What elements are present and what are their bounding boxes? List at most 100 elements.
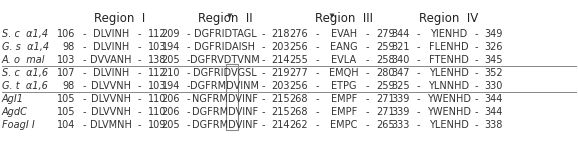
Text: -: -	[137, 94, 141, 104]
Text: Region  I: Region I	[94, 12, 146, 25]
Text: -: -	[137, 81, 141, 91]
Text: 112: 112	[148, 29, 166, 39]
Text: -: -	[315, 42, 318, 52]
Text: 104: 104	[57, 120, 75, 130]
Text: 255: 255	[289, 55, 308, 65]
Text: DGFRIDAISH: DGFRIDAISH	[195, 42, 255, 52]
Text: DLVVNH: DLVVNH	[91, 81, 131, 91]
Text: ETPG: ETPG	[331, 81, 357, 91]
Text: -: -	[416, 42, 420, 52]
Text: 262: 262	[290, 120, 308, 130]
Text: -: -	[186, 55, 190, 65]
Text: 256: 256	[290, 81, 308, 91]
Text: -: -	[315, 81, 318, 91]
Text: -: -	[82, 68, 86, 78]
Text: -: -	[261, 107, 265, 117]
Text: 106: 106	[57, 29, 75, 39]
Text: -: -	[475, 120, 478, 130]
Text: -: -	[315, 29, 318, 39]
Text: DLVINH: DLVINH	[93, 29, 129, 39]
Text: Region  IV: Region IV	[420, 12, 479, 25]
Text: -: -	[475, 94, 478, 104]
Text: 339: 339	[392, 107, 410, 117]
Text: YLNNHD: YLNNHD	[428, 81, 469, 91]
Text: 206: 206	[161, 94, 180, 104]
Text: 206: 206	[161, 107, 180, 117]
Text: 215: 215	[271, 107, 290, 117]
Text: -: -	[475, 55, 478, 65]
Text: 215: 215	[271, 94, 290, 104]
Text: FoagI I: FoagI I	[2, 120, 35, 130]
Bar	[226, 64, 238, 130]
Text: 277: 277	[289, 68, 308, 78]
Text: 98: 98	[63, 42, 75, 52]
Text: 205: 205	[161, 55, 180, 65]
Text: 326: 326	[484, 42, 502, 52]
Text: -: -	[365, 55, 369, 65]
Text: 321: 321	[391, 42, 410, 52]
Text: 203: 203	[271, 42, 290, 52]
Text: DLVINH: DLVINH	[93, 42, 129, 52]
Text: EANG: EANG	[330, 42, 358, 52]
Text: -: -	[315, 55, 318, 65]
Text: -: -	[82, 29, 86, 39]
Text: 210: 210	[161, 68, 180, 78]
Text: 214: 214	[271, 120, 290, 130]
Text: 138: 138	[148, 55, 166, 65]
Text: -: -	[82, 107, 86, 117]
Text: -: -	[416, 29, 420, 39]
Text: -: -	[416, 81, 420, 91]
Text: -: -	[137, 29, 141, 39]
Text: -: -	[416, 120, 420, 130]
Text: 330: 330	[484, 81, 502, 91]
Text: -: -	[186, 107, 190, 117]
Text: 105: 105	[57, 107, 75, 117]
Text: 340: 340	[392, 55, 410, 65]
Text: EMQH: EMQH	[329, 68, 359, 78]
Text: 352: 352	[484, 68, 503, 78]
Text: -: -	[261, 94, 265, 104]
Text: 258: 258	[376, 55, 395, 65]
Text: FLENHD: FLENHD	[429, 42, 469, 52]
Text: EMPC: EMPC	[330, 120, 358, 130]
Text: A. o  mal: A. o mal	[2, 55, 46, 65]
Text: -: -	[365, 68, 369, 78]
Text: -: -	[186, 120, 190, 130]
Polygon shape	[329, 14, 335, 18]
Text: DGFRIDVGSL: DGFRIDVGSL	[193, 68, 257, 78]
Text: 194: 194	[162, 81, 180, 91]
Text: 203: 203	[271, 81, 290, 91]
Text: YWENHD: YWENHD	[427, 94, 471, 104]
Text: -: -	[365, 42, 369, 52]
Text: 338: 338	[484, 120, 502, 130]
Text: EVLA: EVLA	[331, 55, 357, 65]
Text: -: -	[261, 55, 265, 65]
Text: 280: 280	[376, 68, 395, 78]
Text: -: -	[416, 107, 420, 117]
Text: -: -	[186, 81, 190, 91]
Text: DGFRMDVINF: DGFRMDVINF	[192, 120, 258, 130]
Text: 265: 265	[376, 120, 395, 130]
Text: Region  III: Region III	[315, 12, 373, 25]
Text: -: -	[137, 107, 141, 117]
Text: -: -	[315, 68, 318, 78]
Text: 209: 209	[161, 29, 180, 39]
Text: -: -	[186, 29, 190, 39]
Text: 279: 279	[376, 29, 395, 39]
Text: -: -	[82, 81, 86, 91]
Text: 112: 112	[148, 68, 166, 78]
Text: FTENHD: FTENHD	[429, 55, 469, 65]
Text: 218: 218	[271, 29, 290, 39]
Text: G. t  α1,6: G. t α1,6	[2, 81, 48, 91]
Text: -: -	[416, 55, 420, 65]
Text: 347: 347	[391, 68, 410, 78]
Text: DLVVNH: DLVVNH	[91, 94, 131, 104]
Text: 107: 107	[57, 68, 75, 78]
Text: -: -	[365, 107, 369, 117]
Text: DGFRVDTVNM: DGFRVDTVNM	[190, 55, 260, 65]
Text: -: -	[315, 107, 318, 117]
Text: -: -	[137, 120, 141, 130]
Text: 110: 110	[148, 94, 166, 104]
Text: 333: 333	[392, 120, 410, 130]
Text: 105: 105	[57, 94, 75, 104]
